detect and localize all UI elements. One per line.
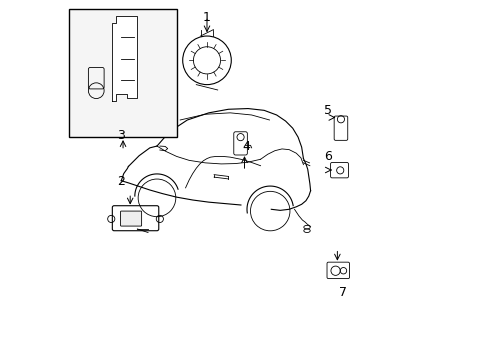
Text: 6: 6 xyxy=(324,150,332,163)
Polygon shape xyxy=(112,16,137,102)
FancyBboxPatch shape xyxy=(121,211,142,226)
Text: 1: 1 xyxy=(203,11,210,24)
Text: 5: 5 xyxy=(324,104,332,117)
Text: 4: 4 xyxy=(242,140,250,153)
Text: 3: 3 xyxy=(117,129,125,142)
Text: 7: 7 xyxy=(338,286,346,299)
Text: 2: 2 xyxy=(117,175,125,188)
FancyBboxPatch shape xyxy=(69,9,176,137)
